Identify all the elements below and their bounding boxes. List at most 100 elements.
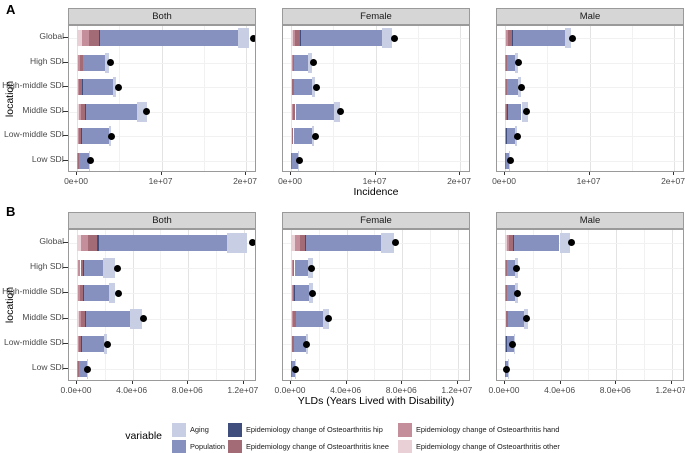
bar-segment-population <box>506 260 515 276</box>
y-tick-label: Middle SDI <box>22 104 64 115</box>
facet-strip: Both <box>68 8 256 25</box>
bar-segment-population <box>99 30 239 47</box>
major-gridline <box>505 26 506 171</box>
bar-segment-hip <box>97 234 99 251</box>
bar-segment-other <box>77 30 83 47</box>
net-change-dot <box>108 132 116 140</box>
bar-segment-aging <box>104 52 109 73</box>
horizontal-gridline <box>69 318 255 320</box>
facet-strip-title: Female <box>360 215 392 226</box>
horizontal-gridline <box>69 369 255 371</box>
bar-segment-other <box>77 285 79 302</box>
horizontal-gridline <box>497 62 683 64</box>
net-change-dot <box>325 315 332 323</box>
horizontal-gridline <box>497 136 683 138</box>
major-gridline <box>246 26 247 171</box>
bar-segment-hand <box>506 234 510 251</box>
bar-segment-population <box>81 128 109 145</box>
horizontal-gridline <box>69 344 255 345</box>
horizontal-gridline <box>283 293 469 295</box>
legend-swatch-population <box>172 440 186 453</box>
bar-segment-population <box>301 30 383 47</box>
net-change-dot <box>104 340 112 348</box>
minor-gridline <box>417 26 419 171</box>
x-tick-mark <box>559 381 561 384</box>
horizontal-gridline <box>497 268 683 269</box>
net-change-dot <box>312 83 320 91</box>
bar-segment-other <box>291 285 292 302</box>
panel-plot-area <box>282 25 470 172</box>
bar-segment-population <box>78 152 89 169</box>
major-gridline <box>375 26 377 171</box>
bar-segment-hand <box>78 310 82 327</box>
facet-strip-title: Male <box>579 11 601 22</box>
bar-segment-knee <box>505 260 507 276</box>
y-tick-label: Middle SDI <box>22 311 64 322</box>
legend-label: Epidemiology change of Osteoarthritis ot… <box>416 442 560 451</box>
y-tick-mark <box>63 292 68 294</box>
bar-segment-population <box>83 285 109 302</box>
bar-segment-knee <box>505 336 507 352</box>
bar-segment-knee <box>508 30 513 47</box>
minor-gridline <box>160 230 162 380</box>
bar-segment-knee <box>292 128 294 145</box>
net-change-dot <box>390 34 398 42</box>
y-tick-label: Low SDI <box>31 153 64 164</box>
x-tick-mark <box>615 381 617 384</box>
y-tick-mark <box>63 343 68 344</box>
x-tick-mark <box>242 381 244 384</box>
bar-segment-population <box>506 128 515 145</box>
bar-segment-hand <box>78 79 80 96</box>
bar-segment-knee <box>291 152 292 169</box>
bar-segment-hip <box>83 260 84 276</box>
bar-segment-population <box>506 54 516 71</box>
horizontal-gridline <box>69 136 255 138</box>
bar-segment-aging <box>381 232 394 253</box>
x-axis-title: YLDs (Years Lived with Disability) <box>297 395 455 407</box>
bar-segment-population <box>98 234 228 251</box>
net-change-dot <box>337 108 345 116</box>
major-gridline <box>188 230 190 380</box>
x-tick-label: 2e+07 <box>447 176 471 186</box>
legend-label: Epidemiology change of Osteoarthritis hi… <box>246 425 383 434</box>
bar-segment-knee <box>79 79 83 96</box>
net-change-dot <box>503 365 511 373</box>
x-tick-label: 0e+00 <box>492 176 516 186</box>
horizontal-gridline <box>497 369 683 371</box>
bar-segment-aging <box>333 101 340 122</box>
net-change-dot <box>506 157 514 165</box>
bar-segment-knee <box>80 103 85 120</box>
net-change-dot <box>250 34 255 42</box>
y-tick-label: Global <box>39 31 64 42</box>
bar-segment-hip <box>99 30 100 47</box>
bar-segment-population <box>83 260 104 276</box>
major-gridline <box>161 26 163 171</box>
bar-segment-other <box>291 54 292 71</box>
bar-segment-hand <box>292 30 296 47</box>
y-tick-label: High SDI <box>29 261 64 271</box>
bar-segment-population <box>513 30 565 47</box>
horizontal-gridline <box>283 160 469 162</box>
legend-swatch-aging <box>172 423 186 437</box>
bar-segment-population <box>513 234 560 251</box>
major-gridline <box>291 26 292 171</box>
major-gridline <box>616 230 618 380</box>
bar-segment-other <box>77 260 79 276</box>
bar-segment-other <box>505 30 507 47</box>
bar-segment-knee <box>81 310 86 327</box>
bar-segment-hand <box>78 260 81 276</box>
bar-segment-knee <box>295 30 301 47</box>
x-tick-label: 0e+00 <box>64 176 88 186</box>
x-tick-label: 1e+07 <box>576 176 601 186</box>
panel-plot-area <box>496 229 684 381</box>
x-tick-label: 8.0e+06 <box>385 385 417 395</box>
net-change-dot <box>248 239 255 247</box>
net-change-dot <box>513 264 521 272</box>
horizontal-gridline <box>283 62 469 64</box>
bar-segment-knee <box>505 128 507 145</box>
legend-title: variable <box>125 430 162 442</box>
bar-segment-hip <box>512 234 514 251</box>
net-change-dot <box>113 264 121 272</box>
bar-segment-knee <box>506 103 508 120</box>
bar-segment-hand <box>506 30 508 47</box>
